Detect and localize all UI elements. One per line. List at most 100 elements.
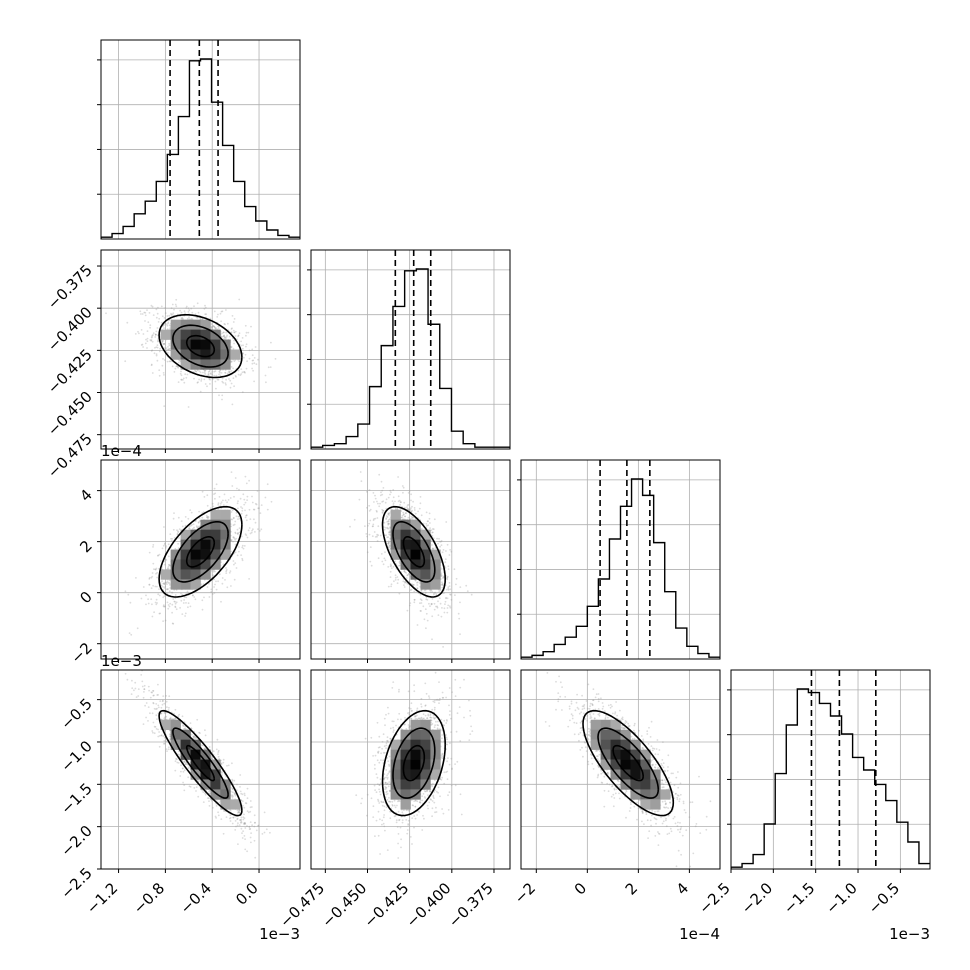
scatter-point	[224, 382, 227, 384]
scatter-point	[242, 344, 244, 347]
scatter-point	[217, 503, 220, 506]
scatter-point	[414, 579, 417, 582]
scatter-point	[382, 509, 385, 512]
scatter-point	[150, 576, 153, 579]
scatter-point	[224, 323, 227, 326]
scatter-point	[380, 480, 383, 483]
scatter-point	[198, 370, 201, 372]
scatter-point	[170, 307, 173, 310]
scatter-point	[196, 316, 199, 319]
scatter-point	[240, 373, 243, 375]
scatter-point	[191, 311, 194, 314]
scatter-point	[414, 579, 417, 582]
scatter-point	[226, 322, 229, 325]
scatter-point	[251, 806, 253, 808]
scatter-point	[200, 744, 203, 747]
scatter-point	[182, 602, 185, 604]
scatter-point	[131, 679, 133, 682]
scatter-point	[205, 313, 208, 316]
density-cell	[200, 329, 211, 340]
scatter-point	[236, 487, 238, 490]
scatter-point	[455, 577, 458, 580]
scatter-point	[237, 843, 239, 845]
scatter-point	[446, 597, 449, 600]
scatter-point	[193, 377, 195, 380]
scatter-point	[254, 821, 256, 824]
scatter-point	[189, 509, 192, 511]
scatter-point	[387, 520, 389, 523]
y-tick-label: −0.375	[44, 261, 96, 313]
scatter-point	[168, 344, 171, 347]
scatter-point	[457, 612, 460, 615]
scatter-point	[444, 600, 447, 603]
scatter-point	[167, 351, 169, 354]
scatter-point	[167, 604, 170, 606]
scatter-point	[253, 380, 256, 383]
scatter-point	[244, 848, 247, 851]
scatter-point	[222, 504, 225, 506]
scatter-point	[146, 309, 148, 311]
scatter-point	[249, 828, 252, 830]
scatter-point	[442, 575, 445, 578]
panel-content	[521, 460, 720, 659]
scatter-point	[374, 517, 377, 520]
scatter-point	[409, 589, 412, 591]
density-cell	[190, 549, 201, 560]
scatter-point	[253, 357, 256, 359]
scatter-point	[231, 315, 234, 317]
scatter-point	[180, 520, 183, 522]
scatter-point	[437, 614, 440, 616]
scatter-point	[193, 526, 195, 529]
scatter-point	[207, 516, 210, 519]
scatter-point	[406, 582, 409, 585]
scatter-point	[213, 586, 216, 588]
scatter-point	[222, 758, 225, 761]
scatter-point	[166, 315, 169, 317]
scatter-point	[171, 538, 174, 540]
scatter-point	[208, 374, 210, 376]
scatter-point	[404, 581, 406, 584]
scatter-point	[155, 572, 157, 575]
scatter-point	[170, 313, 173, 316]
density-cell	[170, 339, 181, 350]
scatter-point	[180, 599, 183, 602]
scatter-point	[459, 586, 462, 588]
scatter-point	[251, 359, 254, 362]
scatter-point	[163, 327, 165, 329]
scatter-point	[184, 516, 187, 518]
scatter-point	[206, 516, 209, 519]
scatter-point	[381, 493, 384, 496]
scatter-point	[236, 554, 239, 557]
scatter-point	[270, 341, 272, 344]
scatter-point	[187, 406, 190, 408]
scatter-point	[204, 370, 206, 372]
scatter-point	[162, 699, 164, 702]
scatter-point	[220, 762, 223, 765]
scatter-point	[420, 514, 423, 517]
scatter-point	[245, 482, 248, 485]
scatter-point	[183, 760, 186, 763]
scatter-point	[222, 381, 225, 384]
panel-frame	[100, 39, 301, 240]
scatter-point	[164, 581, 167, 584]
scatter-point	[226, 764, 228, 767]
scatter-point	[140, 597, 143, 600]
density-cell	[420, 579, 431, 590]
scatter-point	[141, 313, 144, 315]
scatter-point	[405, 512, 407, 514]
scatter-point	[389, 576, 392, 578]
scatter-point	[429, 591, 432, 593]
scatter-point	[179, 309, 182, 312]
scatter-point	[386, 521, 388, 523]
scatter-point	[163, 587, 166, 589]
scatter-point	[172, 312, 175, 315]
scatter-point	[164, 619, 167, 622]
scatter-point	[430, 602, 433, 605]
scatter-point	[161, 547, 164, 550]
scatter-point	[244, 353, 247, 356]
scatter-point	[155, 330, 158, 333]
scatter-point	[419, 610, 422, 612]
scatter-point	[234, 477, 237, 479]
scatter-point	[165, 559, 168, 561]
scatter-point	[216, 316, 219, 318]
